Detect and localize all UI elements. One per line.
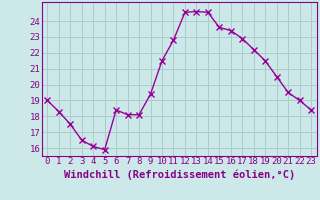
X-axis label: Windchill (Refroidissement éolien,°C): Windchill (Refroidissement éolien,°C): [64, 169, 295, 180]
